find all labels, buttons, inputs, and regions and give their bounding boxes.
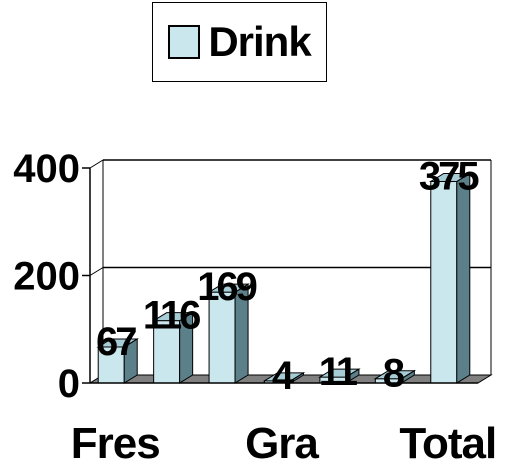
bar-top-4 — [318, 368, 361, 378]
data-label-5: 8 — [383, 352, 405, 396]
data-label-6: 375 — [419, 154, 479, 198]
bar-top-2 — [207, 283, 250, 293]
bar-front-2 — [208, 291, 236, 384]
x-tick-label-0: Fres — [71, 419, 160, 466]
bar-1 — [151, 311, 195, 384]
bar-4 — [318, 368, 361, 384]
bar-top-1 — [151, 312, 195, 322]
axis-layer: 0 200 400 Fres Gra Total — [13, 147, 497, 466]
bar-6 — [429, 172, 472, 384]
bar-front-6 — [430, 180, 458, 384]
legend-label-drink: Drink — [208, 18, 311, 65]
bar-2 — [207, 283, 250, 384]
y-tick-label-400: 400 — [13, 147, 80, 191]
bar-top-6 — [429, 172, 472, 182]
data-label-0: 67 — [96, 320, 136, 364]
y-tick-label-0: 0 — [58, 362, 80, 406]
grid-layer — [89, 159, 492, 375]
data-label-1: 116 — [143, 294, 200, 338]
data-label-4: 11 — [319, 350, 358, 394]
data-label-2: 169 — [197, 265, 256, 309]
bar-top-3 — [262, 372, 306, 382]
bar-top-0 — [96, 338, 139, 348]
bar-5 — [373, 369, 417, 384]
x-tick-label-6: Total — [399, 419, 496, 466]
legend: Drink — [152, 2, 327, 82]
bar-side-6 — [456, 172, 471, 384]
legend-swatch-drink — [168, 25, 201, 59]
y-tick-label-200: 200 — [13, 255, 80, 299]
x-tick-label-3: Gra — [245, 419, 319, 466]
gridline-side-400 — [89, 159, 104, 169]
gridline-side-200 — [89, 267, 104, 276]
bar-3 — [262, 371, 306, 384]
bars-layer — [96, 172, 472, 384]
bar-top-5 — [373, 370, 417, 380]
